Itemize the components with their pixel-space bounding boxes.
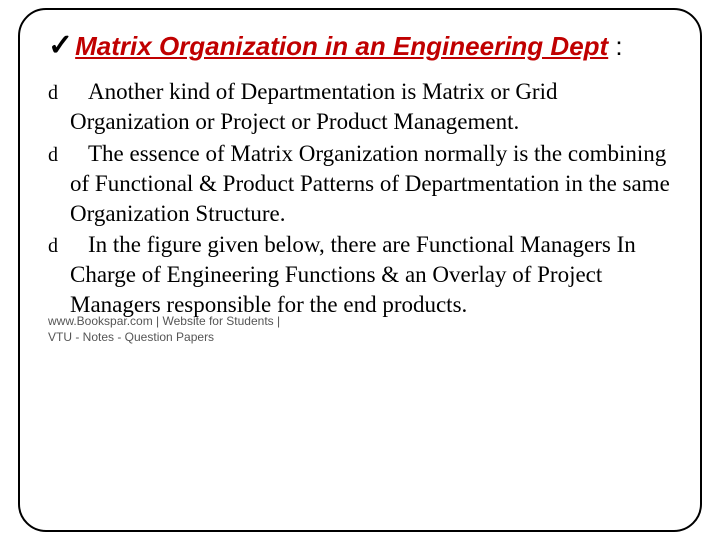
bullet-list: dAnother kind of Departmentation is Matr… [48,77,672,320]
heading-title: Matrix Organization in an Engineering De… [75,31,608,61]
bullet-marker-icon: d [48,80,88,106]
slide-frame: ✓Matrix Organization in an Engineering D… [18,8,702,532]
list-item: dIn the figure given below, there are Fu… [48,230,672,320]
footer-line1: www.Bookspar.com | Website for Students … [48,314,280,328]
heading-colon: : [608,31,622,61]
list-item: dThe essence of Matrix Organization norm… [48,139,672,229]
slide-heading: ✓Matrix Organization in an Engineering D… [48,28,672,63]
check-icon: ✓ [48,28,73,63]
footer-line2: VTU - Notes - Question Papers [48,330,214,344]
bullet-marker-icon: d [48,142,88,168]
bullet-text: Another kind of Departmentation is Matri… [70,79,557,134]
bullet-marker-icon: d [48,233,88,259]
bullet-text: In the figure given below, there are Fun… [70,232,636,317]
bullet-text: The essence of Matrix Organization norma… [70,141,670,226]
list-item: dAnother kind of Departmentation is Matr… [48,77,672,137]
